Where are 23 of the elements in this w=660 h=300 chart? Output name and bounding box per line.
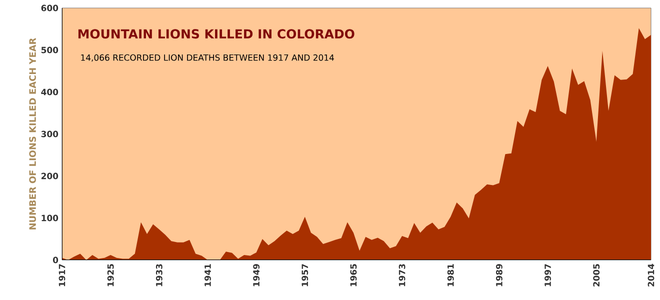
text: MOUNTAIN LIONS KILLED IN COLORADO — [78, 29, 354, 39]
x-tick-label: 1957 — [302, 264, 308, 286]
y-tick-label: 300 — [41, 130, 58, 138]
x-tick-label: 1989 — [496, 264, 502, 286]
x-tick-label: 1965 — [350, 264, 357, 286]
x-tick-label: 1917 — [58, 264, 66, 286]
y-tick-label: 400 — [41, 88, 58, 96]
x-tick-label: 1949 — [253, 264, 260, 286]
text: 14,066 RECORDED LION DEATHS BETWEEN 1917 AND 2014 — [81, 54, 334, 62]
x-tick-label: 1981 — [447, 264, 454, 286]
y-axis-title: NUMBER OF LIONS KILLED EACH YEAR — [29, 38, 36, 230]
x-tick-label: 1997 — [544, 264, 551, 286]
y-tick-label: 600 — [41, 4, 58, 12]
x-tick-label: 1973 — [398, 264, 406, 286]
y-tick-label: 200 — [41, 172, 58, 180]
x-tick-label: 1941 — [204, 264, 211, 286]
y-tick-label: 500 — [41, 46, 58, 54]
x-tick-label: 1933 — [156, 264, 162, 286]
x-tick-label: 2005 — [593, 264, 600, 286]
y-tick-label: 100 — [42, 214, 58, 222]
x-tick-label: 2014 — [648, 264, 654, 286]
y-tick-label: 0 — [53, 256, 58, 264]
x-tick-label: 1925 — [107, 264, 114, 286]
